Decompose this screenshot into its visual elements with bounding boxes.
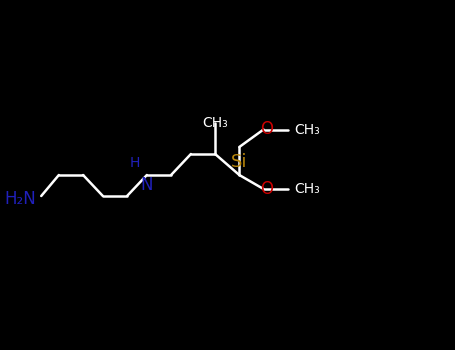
Text: O: O <box>260 120 273 139</box>
Text: N: N <box>141 176 153 195</box>
Text: H₂N: H₂N <box>4 190 36 209</box>
Text: CH₃: CH₃ <box>294 182 320 196</box>
Text: CH₃: CH₃ <box>294 122 320 136</box>
Text: Si: Si <box>231 153 248 171</box>
Text: CH₃: CH₃ <box>202 116 228 130</box>
Text: H: H <box>129 156 140 170</box>
Text: O: O <box>260 180 273 198</box>
